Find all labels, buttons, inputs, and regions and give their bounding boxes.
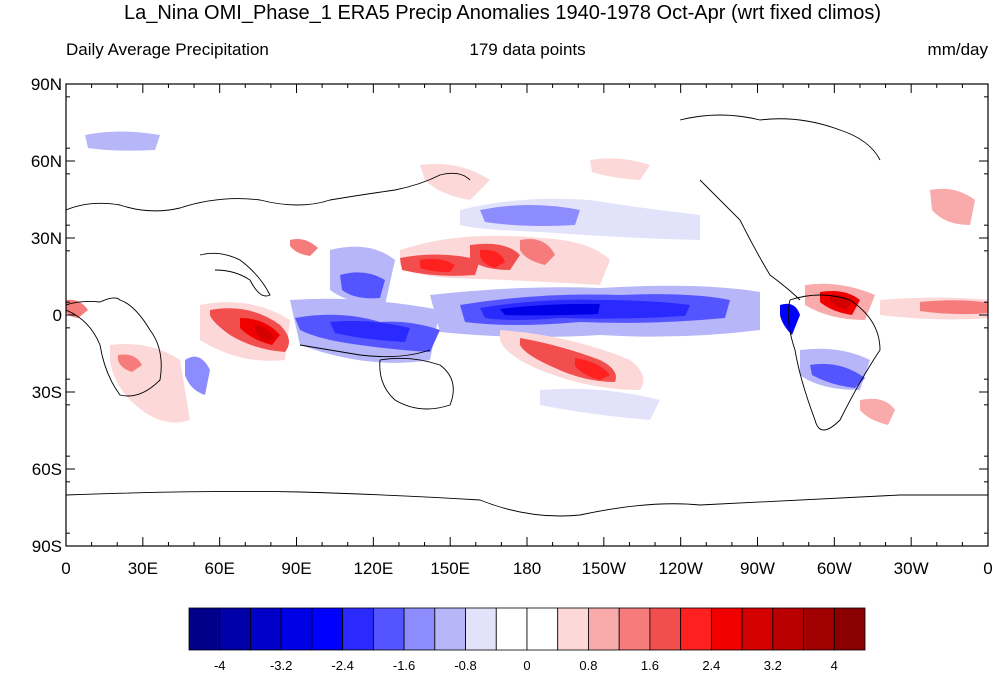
colorbar-label: -3.2 (270, 658, 292, 673)
anomaly-positive (118, 354, 142, 372)
lat-label: 90S (32, 537, 62, 556)
latitude-axis: 90N 60N 30N 0 30S 60S 90S (31, 75, 988, 556)
anomaly-negative (480, 205, 580, 226)
colorbar-box (403, 607, 436, 651)
anomaly-negative (330, 320, 410, 342)
anomaly-positive (290, 239, 318, 256)
colorbar-box (618, 607, 651, 651)
units-label: mm/day (927, 40, 988, 59)
colorbar-box (465, 607, 497, 651)
coast-arctic (679, 114, 881, 161)
anomaly-negative (85, 131, 160, 151)
colorbar-label: -0.8 (454, 658, 476, 673)
colorbar: -4 -3.2 -2.4 -1.6 -0.8 0 0.8 1.6 2.4 3.2 4 (188, 607, 866, 673)
lon-label: 30W (894, 559, 929, 578)
colorbar-box (741, 607, 774, 651)
colorbar-label: 1.6 (641, 658, 659, 673)
lat-label: 90N (31, 75, 62, 94)
anomaly-positive (420, 258, 455, 272)
coast-antarctica (66, 490, 988, 517)
colorbar-box (188, 607, 221, 651)
lon-label: 60E (205, 559, 235, 578)
colorbar-box (588, 607, 620, 651)
map-title: La_Nina OMI_Phase_1 ERA5 Precip Anomalie… (123, 2, 881, 24)
anomaly-positive (420, 164, 490, 200)
anomaly-positive (930, 188, 975, 225)
coast-africa (66, 297, 162, 397)
coast-india (199, 252, 271, 297)
lat-label: 0 (53, 306, 62, 325)
lon-label: 150W (582, 559, 626, 578)
lon-label: 120W (658, 559, 702, 578)
colorbar-box (803, 607, 835, 651)
colorbar-box (710, 607, 743, 651)
colorbar-label: 0.8 (579, 658, 597, 673)
anomaly-positive (920, 300, 988, 315)
lat-label: 60S (32, 460, 62, 479)
colorbar-box (280, 607, 313, 651)
anomaly-positive (575, 358, 610, 380)
anomaly-negative (810, 363, 865, 388)
anomaly-positive (590, 158, 650, 180)
coast-australia (379, 357, 454, 410)
lat-label: 60N (31, 152, 62, 171)
colorbar-box (495, 607, 528, 651)
left-label: Daily Average Precipitation (66, 40, 269, 59)
anomaly-negative (780, 303, 800, 335)
colorbar-label: -4 (214, 658, 226, 673)
colorbar-box (526, 607, 559, 651)
colorbar-box (219, 607, 251, 651)
lat-label: 30N (31, 229, 62, 248)
anomaly-negative (540, 388, 660, 420)
colorbar-box (372, 607, 405, 651)
center-label: 179 data points (469, 40, 586, 59)
colorbar-label: 0 (523, 658, 530, 673)
lon-label: 0 (983, 559, 992, 578)
colorbar-label: -1.6 (393, 658, 415, 673)
lon-label: 0 (61, 559, 70, 578)
colorbar-box (311, 607, 344, 651)
anomaly-positive (860, 398, 895, 425)
coast-maritime (299, 344, 431, 358)
anomaly-negative (340, 272, 385, 299)
colorbar-box (833, 607, 866, 651)
lon-label: 90E (281, 559, 311, 578)
anomaly-positive (66, 299, 88, 318)
lon-label: 90W (740, 559, 775, 578)
anomaly-negative (185, 356, 210, 395)
lon-label: 60W (817, 559, 852, 578)
colorbar-box (342, 607, 374, 651)
colorbar-box (649, 607, 682, 651)
coast-north-america (699, 179, 801, 301)
anomaly-positive (480, 249, 505, 268)
colorbar-box (434, 607, 466, 651)
longitude-axis: 0 30E 60E 90E 120E 150E 180 150W 120W 90W 60W 30W 0 (61, 84, 993, 578)
colorbar-box (250, 607, 282, 651)
colorbar-label: 2.4 (702, 658, 720, 673)
colorbar-box (680, 607, 712, 651)
lon-label: 120E (353, 559, 393, 578)
coast-eurasia-north (66, 172, 471, 212)
lon-label: 30E (128, 559, 158, 578)
colorbar-label: -2.4 (331, 658, 353, 673)
anomaly-positive (255, 325, 274, 342)
anomaly-negative (500, 303, 600, 316)
lon-label: 150E (430, 559, 470, 578)
colorbar-label: 3.2 (764, 658, 782, 673)
anomaly-field (66, 131, 988, 425)
colorbar-box (772, 607, 804, 651)
colorbar-label: 4 (831, 658, 838, 673)
lat-label: 30S (32, 383, 62, 402)
coastlines (66, 114, 988, 517)
coast-south-america (787, 294, 881, 431)
lon-label: 180 (513, 559, 541, 578)
anomaly-positive (520, 239, 555, 265)
colorbar-box (557, 607, 589, 651)
